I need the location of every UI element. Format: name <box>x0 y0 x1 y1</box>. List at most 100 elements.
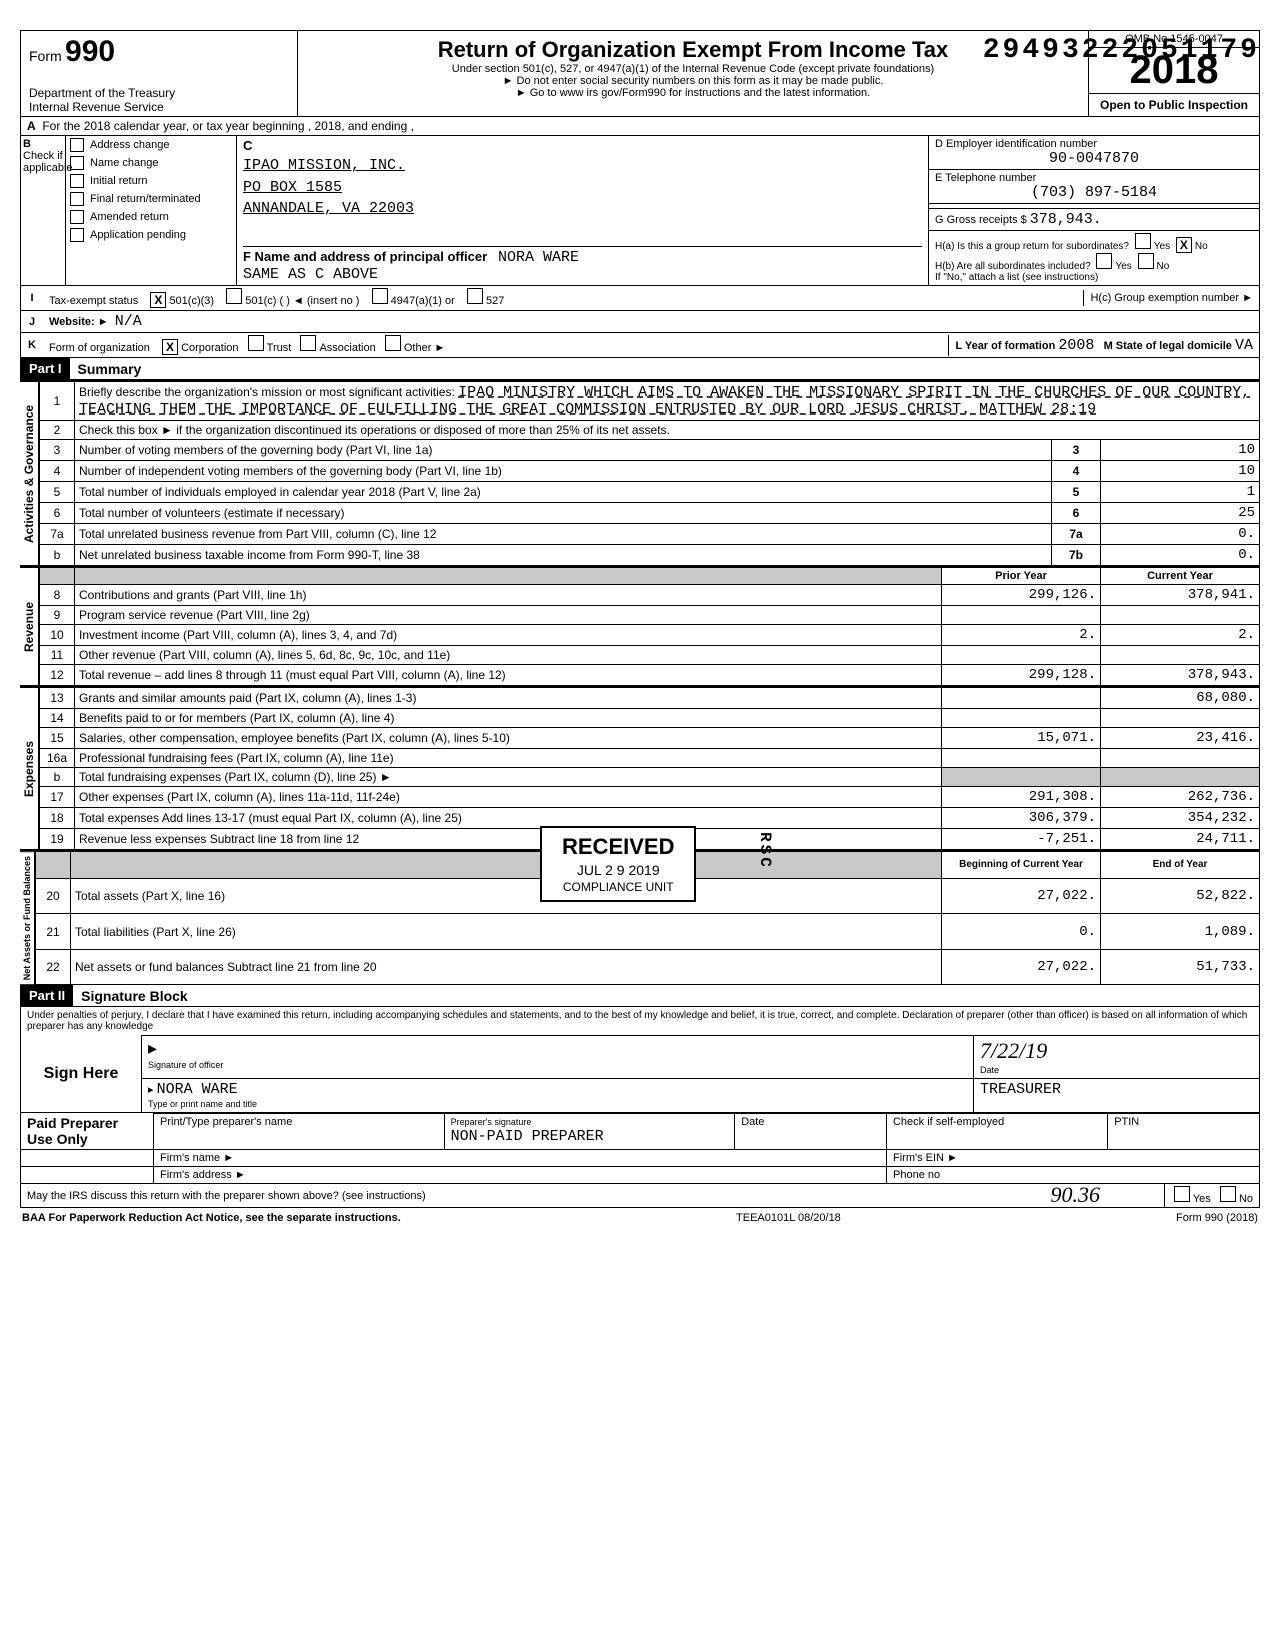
row-a: A For the 2018 calendar year, or tax yea… <box>20 117 1260 136</box>
line16b: Total fundraising expenses (Part IX, col… <box>75 768 942 787</box>
ha-label: H(a) Is this a group return for subordin… <box>935 241 1129 252</box>
vlabel-activities: Activities & Governance <box>20 381 39 566</box>
lbl-527: 527 <box>486 295 504 307</box>
line5: Total number of individuals employed in … <box>75 482 1052 503</box>
stamp-rsc: RSC <box>756 832 774 870</box>
e17p: 291,308. <box>942 787 1101 808</box>
line21: Total liabilities (Part X, line 26) <box>71 914 942 949</box>
line7a: Total unrelated business revenue from Pa… <box>75 524 1052 545</box>
l-label: L Year of formation <box>955 340 1055 352</box>
line6: Total number of volunteers (estimate if … <box>75 503 1052 524</box>
line13: Grants and similar amounts paid (Part IX… <box>75 688 942 709</box>
hb-no[interactable] <box>1138 253 1154 269</box>
chk-initial-label: Initial return <box>90 175 147 187</box>
summary-governance: 1 Briefly describe the organization's mi… <box>39 381 1260 566</box>
chk-501c3[interactable]: X <box>150 292 166 308</box>
e18c: 354,232. <box>1101 808 1260 829</box>
chk-527[interactable] <box>467 288 483 304</box>
hdr-py: Prior Year <box>942 568 1101 585</box>
paid-label: Paid Preparer Use Only <box>21 1113 154 1149</box>
r8p: 299,126. <box>942 585 1101 606</box>
firm-name: Firm's name ► <box>154 1149 887 1166</box>
sig-date-hand: 7/22/19 <box>980 1038 1047 1063</box>
e13c: 68,080. <box>1101 688 1260 709</box>
v3: 10 <box>1101 440 1260 461</box>
phone: (703) 897-5184 <box>935 184 1253 201</box>
block-bcd: BCheck if applicable Address change Name… <box>20 136 1260 286</box>
part1-header: Part I Summary <box>20 358 1260 380</box>
sig-date-label: Date <box>980 1065 999 1075</box>
n21b: 0. <box>942 914 1101 949</box>
v4: 10 <box>1101 461 1260 482</box>
n20e: 52,822. <box>1101 878 1260 913</box>
n22e: 51,733. <box>1101 949 1260 984</box>
ha-no[interactable]: X <box>1176 237 1192 253</box>
stamp-received: RECEIVED <box>562 834 674 860</box>
form-number: 990 <box>65 35 115 68</box>
irs: Internal Revenue Service <box>29 100 289 114</box>
vlabel-netassets: Net Assets or Fund Balances <box>20 851 35 985</box>
discuss-yes[interactable] <box>1174 1186 1190 1202</box>
check-column: Address change Name change Initial retur… <box>66 136 237 285</box>
chk-501c[interactable] <box>226 288 242 304</box>
no-3: No <box>1239 1193 1253 1205</box>
chk-name-label: Name change <box>90 157 159 169</box>
discuss-text: May the IRS discuss this return with the… <box>21 1188 1164 1204</box>
line12: Total revenue – add lines 8 through 11 (… <box>75 665 942 686</box>
row-a-text: For the 2018 calendar year, or tax year … <box>42 119 414 133</box>
lbl-other: Other ► <box>404 342 445 354</box>
no-2: No <box>1157 261 1170 272</box>
chk-name[interactable] <box>70 156 84 170</box>
org-name: IPAO MISSION, INC. <box>243 157 922 174</box>
hc-label: H(c) Group exemption number ► <box>1083 290 1259 306</box>
i-label: Tax-exempt status <box>49 295 138 307</box>
footer: BAA For Paperwork Reduction Act Notice, … <box>20 1208 1260 1228</box>
chk-other[interactable] <box>385 335 401 351</box>
line22: Net assets or fund balances Subtract lin… <box>71 949 942 984</box>
year-formed: 2008 <box>1058 337 1094 354</box>
chk-amended-label: Amended return <box>90 211 169 223</box>
vlabel-revenue: Revenue <box>20 567 39 686</box>
chk-pending[interactable] <box>70 228 84 242</box>
arrow2: ► Go to www irs gov/Form990 for instruct… <box>306 87 1080 99</box>
received-stamp: RECEIVED JUL 2 9 2019 COMPLIANCE UNIT <box>540 826 696 902</box>
hb-yes[interactable] <box>1096 253 1112 269</box>
hdr-by: Beginning of Current Year <box>942 852 1101 879</box>
n22b: 27,022. <box>942 949 1101 984</box>
n21e: 1,089. <box>1101 914 1260 949</box>
officer-title: TREASURER <box>980 1081 1061 1098</box>
stamp-date: JUL 2 9 2019 <box>562 862 674 878</box>
n20b: 27,022. <box>942 878 1101 913</box>
part1-label: Part I <box>21 358 70 379</box>
hb-label: H(b) Are all subordinates included? <box>935 261 1091 272</box>
chk-trust[interactable] <box>248 335 264 351</box>
chk-corp[interactable]: X <box>162 339 178 355</box>
chk-assoc[interactable] <box>300 335 316 351</box>
hb2-label: If "No," attach a list (see instructions… <box>935 272 1098 283</box>
no-1: No <box>1195 241 1208 252</box>
lbl-501c3: 501(c)(3) <box>169 295 214 307</box>
form-foot: Form 990 (2018) <box>1176 1212 1258 1224</box>
r9c <box>1101 606 1260 625</box>
chk-address[interactable] <box>70 138 84 152</box>
d-label: D Employer identification number <box>935 138 1097 150</box>
discuss-no[interactable] <box>1220 1186 1236 1202</box>
part2-title: Signature Block <box>73 988 188 1004</box>
chk-amended[interactable] <box>70 210 84 224</box>
handwritten-note: 90.36 <box>1051 1182 1101 1208</box>
r12c: 378,943. <box>1101 665 1260 686</box>
chk-initial[interactable] <box>70 174 84 188</box>
ha-yes[interactable] <box>1135 233 1151 249</box>
e15c: 23,416. <box>1101 728 1260 749</box>
r9p <box>942 606 1101 625</box>
chk-4947[interactable] <box>372 288 388 304</box>
teea: TEEA0101L 08/20/18 <box>736 1212 841 1224</box>
v7b: 0. <box>1101 545 1260 566</box>
chk-final[interactable] <box>70 192 84 206</box>
firm-addr: Firm's address ► <box>154 1166 887 1183</box>
pp-ptin: PTIN <box>1108 1113 1259 1149</box>
line11: Other revenue (Part VIII, column (A), li… <box>75 646 942 665</box>
officer-name: NORA WARE <box>498 249 579 266</box>
line3: Number of voting members of the governin… <box>75 440 1052 461</box>
paid-preparer: Paid Preparer Use Only Print/Type prepar… <box>20 1113 1260 1184</box>
